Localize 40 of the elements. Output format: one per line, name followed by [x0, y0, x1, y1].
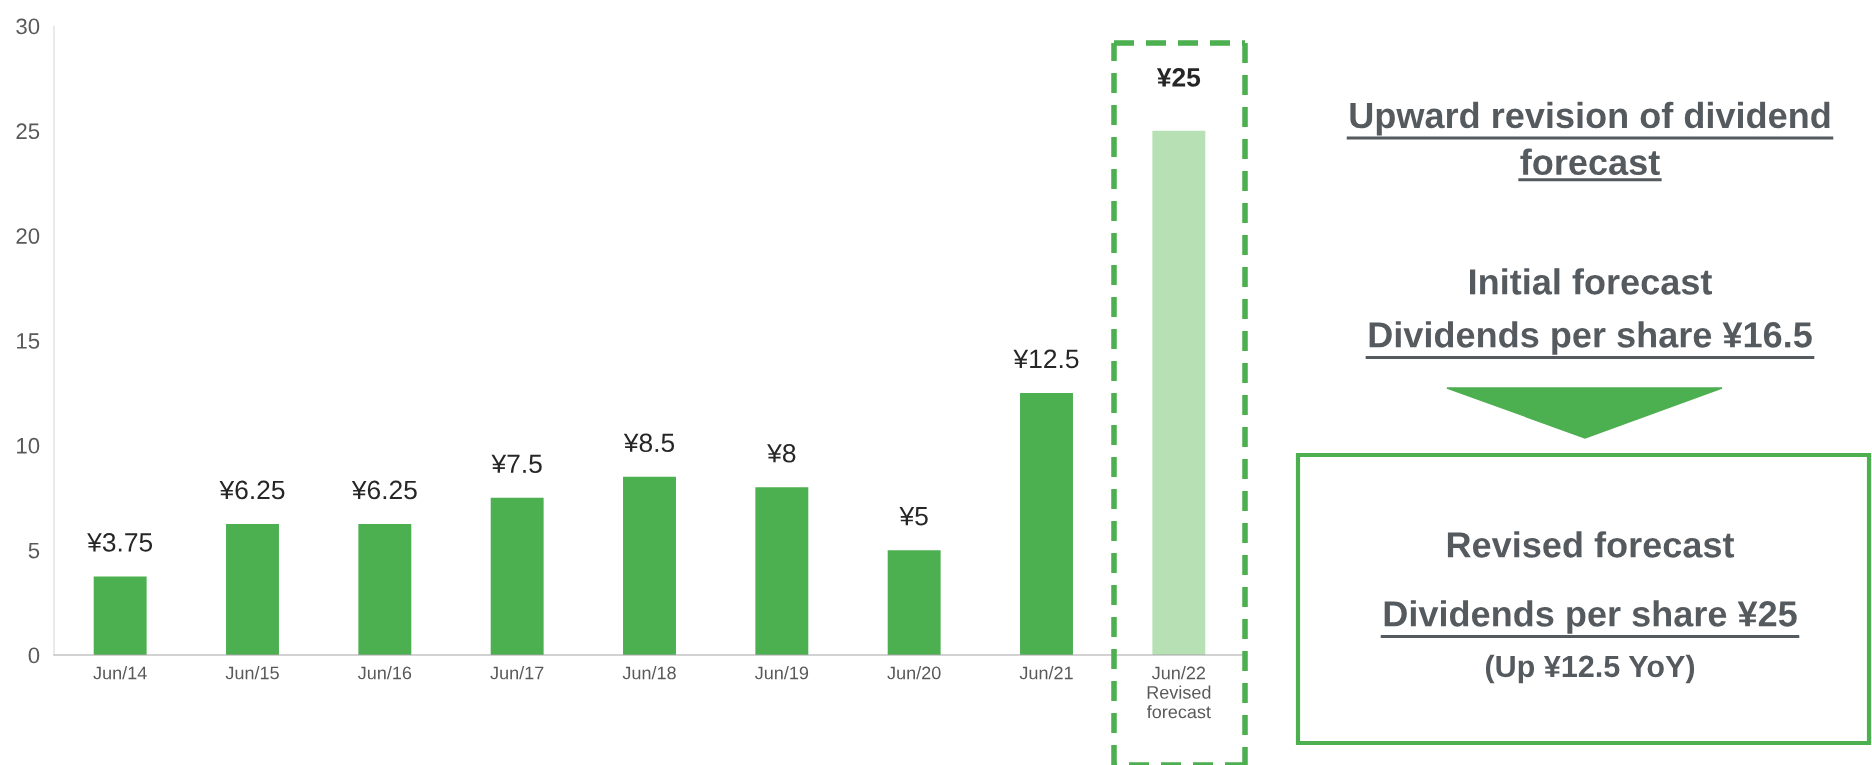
- text: (Up ¥12.5 YoY): [1485, 654, 1695, 684]
- x-tick-label: Jun/14: [93, 666, 147, 680]
- text: Initial forecast: [1470, 268, 1712, 295]
- data-label: ¥6.25: [219, 480, 285, 500]
- text: Upward revision of dividend forecast: [1350, 101, 1830, 176]
- bar: [755, 487, 809, 655]
- x-tick-label: Jun/22 Revised forecast: [1146, 666, 1211, 719]
- bar: [226, 523, 279, 655]
- y-tick-label: 25: [16, 123, 40, 140]
- y-tick-label: 20: [16, 228, 40, 244]
- x-tick-label: Jun/19: [755, 666, 809, 680]
- data-label: ¥7.5: [491, 454, 542, 474]
- data-label: ¥12.5: [1013, 349, 1079, 369]
- text: Dividends per share ¥25: [1384, 600, 1797, 634]
- bar: [1152, 130, 1206, 655]
- data-label: ¥5: [899, 507, 928, 526]
- bar: [887, 550, 941, 655]
- bar: [490, 497, 544, 655]
- data-label: ¥3.75: [87, 533, 153, 552]
- bar: [358, 523, 412, 655]
- text: Dividends per share ¥16.5: [1369, 321, 1812, 355]
- x-tick-label: Jun/15: [225, 666, 279, 680]
- y-tick-label: 15: [17, 333, 40, 349]
- x-tick-label: Jun/20: [887, 666, 941, 680]
- data-label: ¥8: [767, 443, 796, 463]
- x-tick-label: Jun/16: [358, 666, 412, 680]
- data-label: ¥6.25: [351, 480, 417, 500]
- bar: [623, 476, 676, 655]
- bar: [93, 576, 147, 655]
- y-tick-label: 10: [17, 437, 40, 454]
- y-tick-label: 30: [16, 18, 40, 35]
- data-label: ¥25: [1156, 68, 1201, 87]
- x-tick-label: Jun/18: [622, 666, 676, 680]
- data-label: ¥8.5: [623, 433, 675, 453]
- bar: [1020, 392, 1073, 655]
- y-tick-label: 5: [28, 542, 40, 559]
- text: Revised forecast: [1447, 531, 1735, 558]
- y-tick-label: 0: [28, 647, 40, 664]
- x-tick-label: Jun/17: [490, 666, 544, 680]
- x-tick-label: Jun/21: [1019, 666, 1073, 680]
